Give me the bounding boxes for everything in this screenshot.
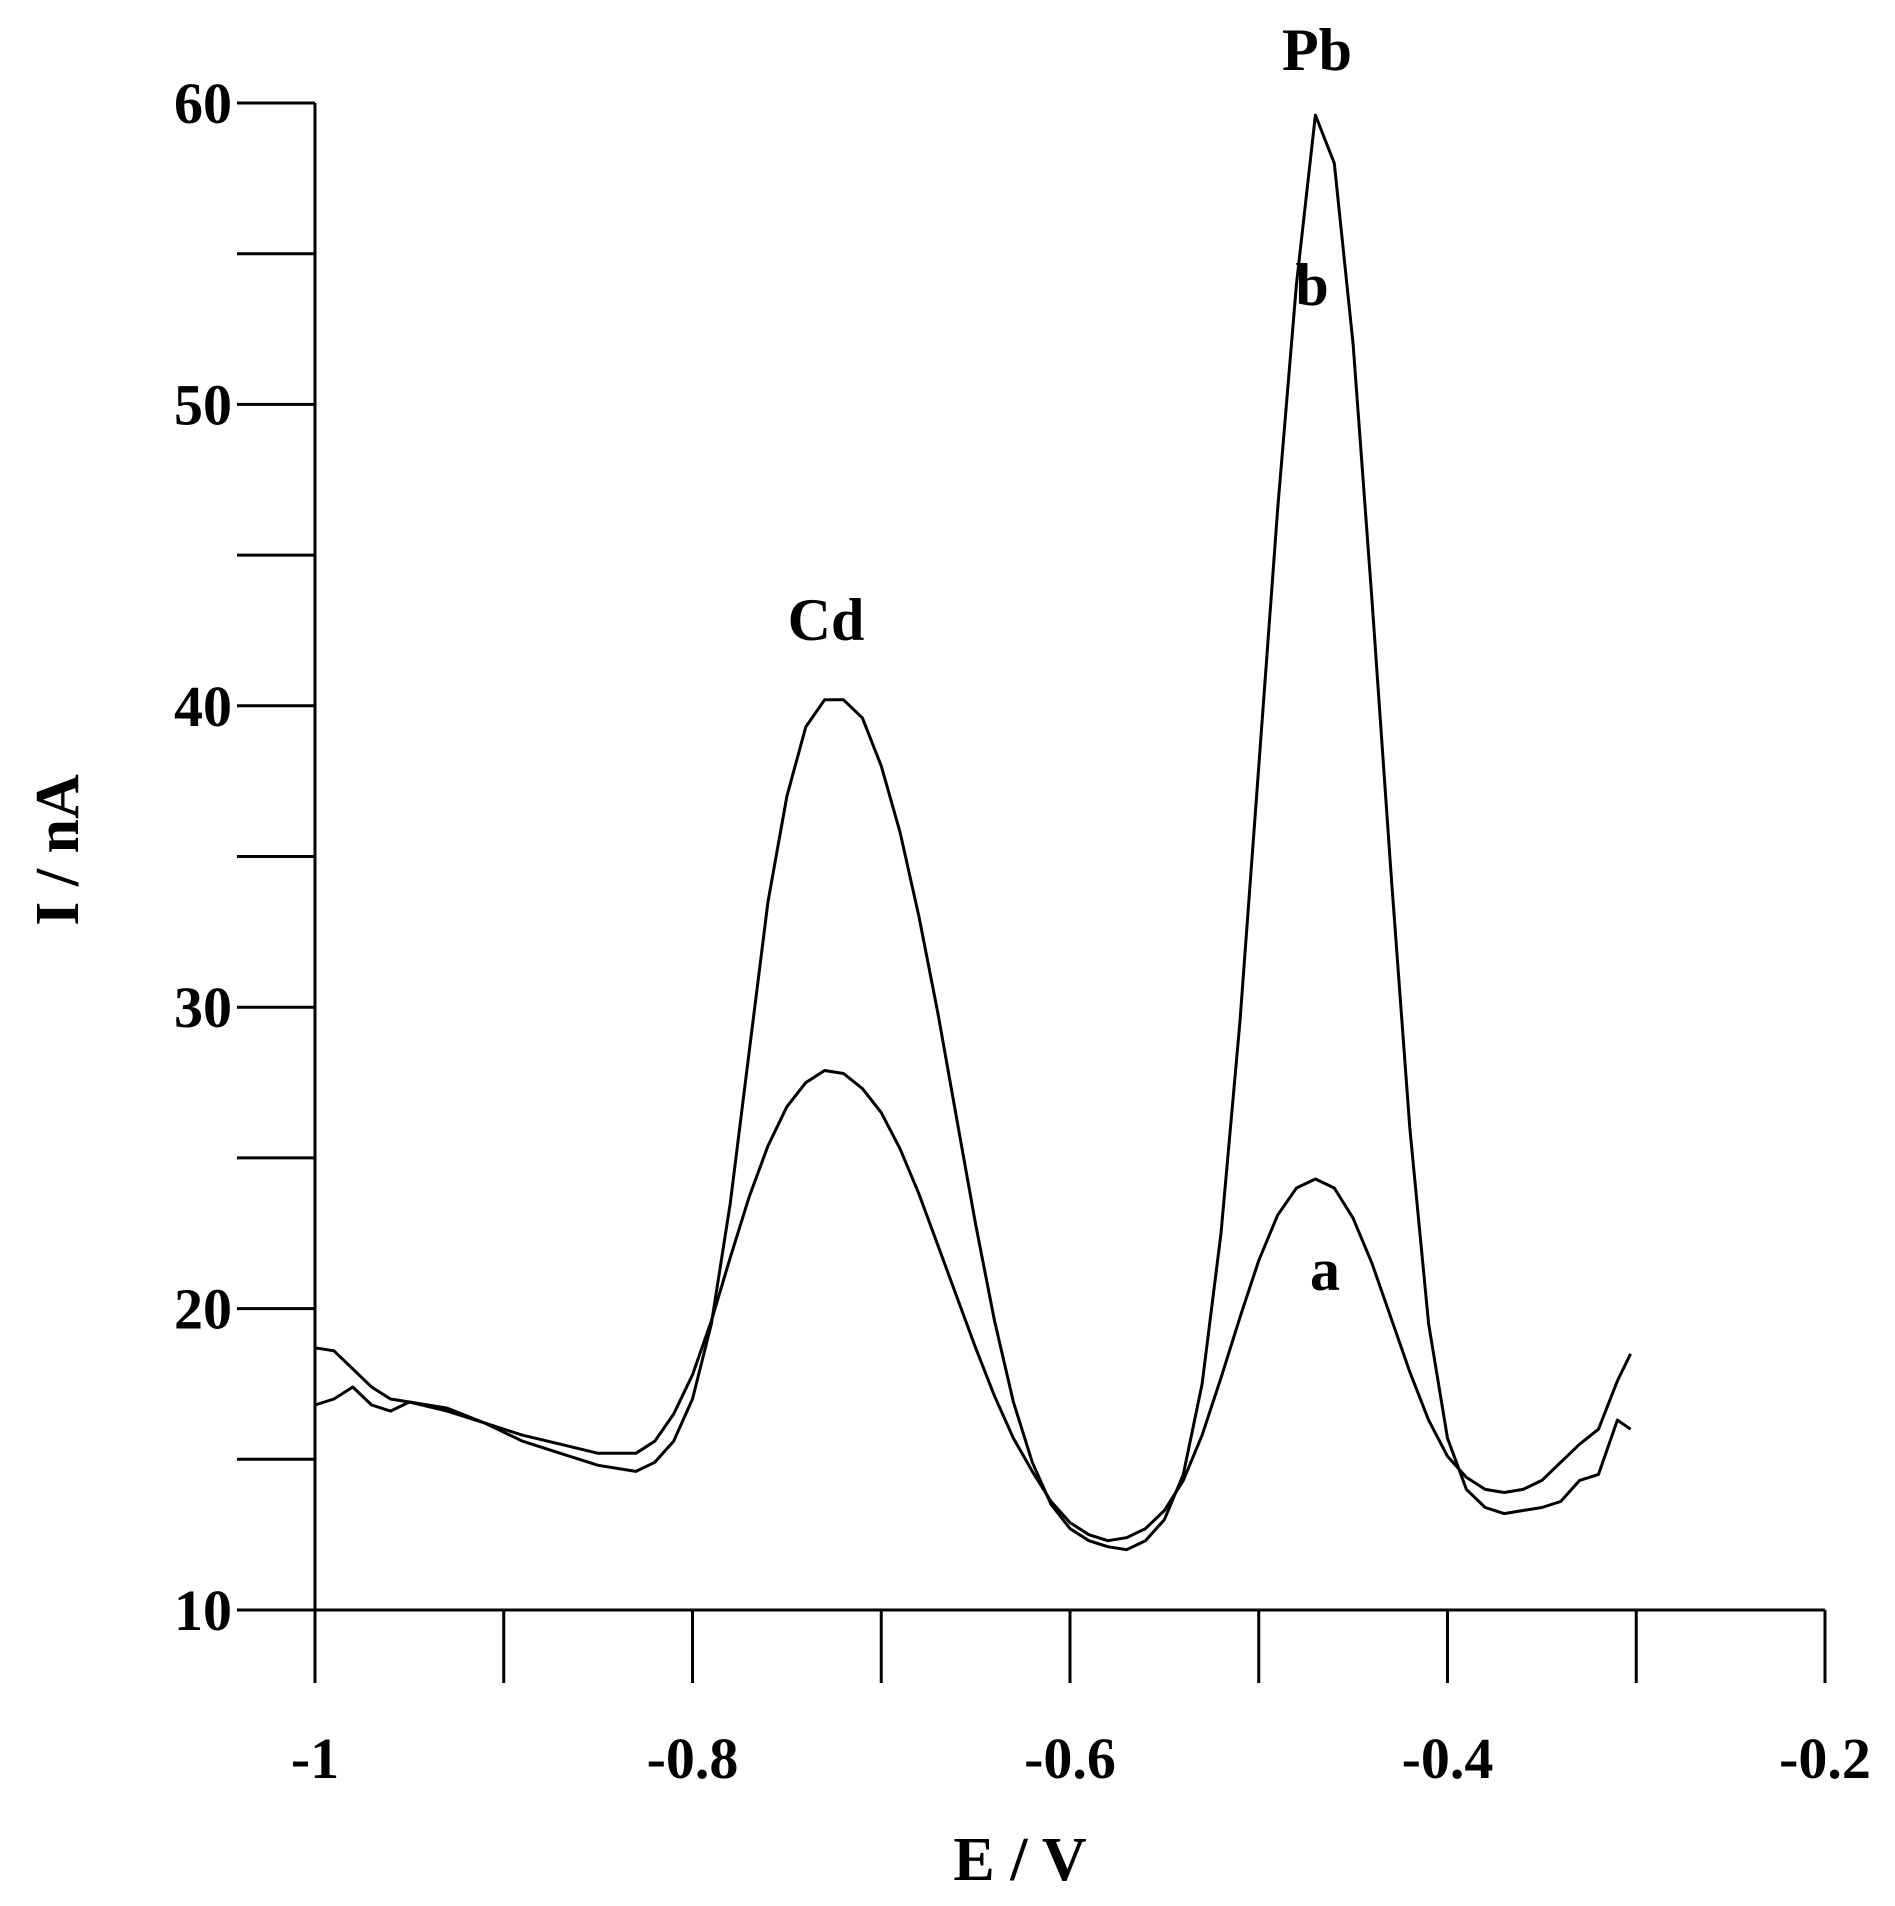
annotation: Pb	[1282, 17, 1352, 83]
y-tick-label: 50	[174, 372, 232, 437]
x-tick-label: -0.8	[647, 1726, 739, 1791]
x-tick-label: -1	[291, 1726, 339, 1791]
x-axis-title: E / V	[953, 1826, 1086, 1894]
y-axis-title: I / nA	[24, 774, 92, 926]
x-tick-label: -0.2	[1779, 1726, 1871, 1791]
y-tick-label: 20	[174, 1277, 232, 1342]
line-series	[314, 1069, 1632, 1543]
series-label: b	[1295, 252, 1328, 318]
annotation: Cd	[788, 587, 865, 653]
y-tick-label: 60	[174, 71, 232, 136]
y-tick-label: 30	[174, 975, 232, 1040]
line-series	[314, 113, 1632, 1552]
y-tick-label: 40	[174, 674, 232, 739]
series-label: a	[1310, 1237, 1340, 1303]
x-tick-label: -0.4	[1402, 1726, 1494, 1791]
y-tick-label: 10	[174, 1578, 232, 1643]
x-tick-label: -0.6	[1024, 1726, 1116, 1791]
